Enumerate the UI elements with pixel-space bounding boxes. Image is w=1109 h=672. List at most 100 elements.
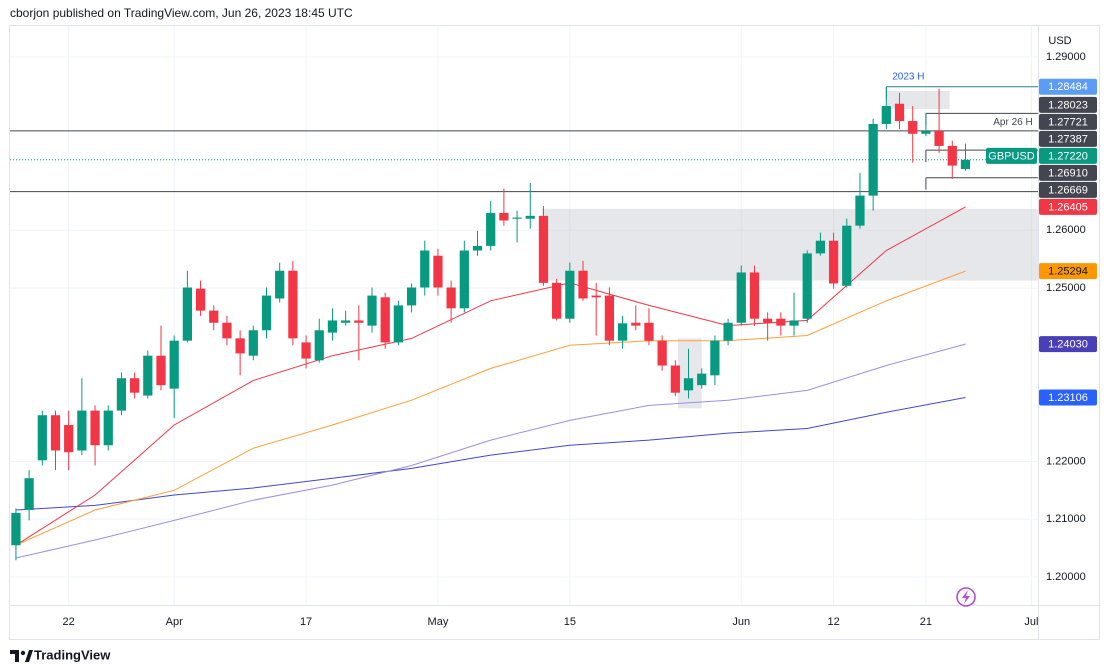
moving-average [15, 270, 966, 546]
candle-body [617, 323, 628, 341]
price-label: 1.26910 [1048, 167, 1088, 179]
candle-body [459, 250, 469, 309]
candle-body [156, 355, 166, 386]
candle-body [380, 297, 390, 343]
price-label-box [1039, 130, 1097, 147]
candle-body [749, 272, 760, 319]
candle-body [723, 322, 733, 341]
candle-body [103, 410, 113, 446]
candle-body [908, 121, 918, 134]
price-label-box [1039, 164, 1097, 181]
candle-body [565, 270, 575, 319]
header: cborjon published on TradingView.com, Ju… [10, 6, 353, 20]
candle-body [538, 215, 549, 283]
candle-body [525, 215, 535, 219]
candle-body [37, 415, 47, 461]
candle-body [512, 217, 522, 219]
price-label: 1.26669 [1048, 184, 1088, 196]
x-tick-label: 12 [827, 616, 839, 628]
candle-body [222, 322, 232, 339]
candle-body [842, 225, 852, 286]
level-label: Apr 26 H [993, 117, 1032, 128]
price-label-box [1039, 96, 1097, 113]
y-tick-label: 1.20000 [1046, 571, 1086, 583]
candle-body [367, 295, 377, 326]
candle-body [195, 288, 206, 311]
candle-body [921, 130, 931, 134]
y-tick-label: 1.26000 [1046, 224, 1086, 236]
candle-body [261, 295, 272, 331]
symbol-label: GBPUSD [988, 150, 1035, 162]
price-label: 1.27721 [1048, 116, 1088, 128]
candle-body [604, 295, 615, 341]
level-label: 2023 H [892, 71, 924, 82]
candle-body [644, 322, 654, 341]
candle-body [855, 195, 865, 226]
price-label: 1.26405 [1048, 201, 1088, 213]
candle-body [802, 253, 812, 319]
footer-brand: TradingView [34, 647, 111, 662]
price-label-box [1039, 198, 1097, 215]
zone [677, 338, 702, 409]
candle-body [130, 378, 140, 393]
price-label-box [1039, 263, 1097, 280]
candle-body [288, 270, 298, 339]
candle-body [815, 240, 826, 254]
moving-average [15, 343, 966, 559]
candle-body [327, 320, 338, 333]
price-label: 1.27220 [1048, 150, 1088, 162]
candle-body [169, 340, 179, 389]
candle-body [420, 250, 430, 288]
x-tick-label: Jun [732, 616, 750, 628]
x-tick-label: May [428, 616, 449, 628]
candle-body [697, 373, 707, 386]
candle-body [591, 295, 601, 298]
footer-logo [10, 650, 33, 662]
flash-icon [956, 587, 976, 607]
y-tick-label: 1.29000 [1046, 51, 1086, 63]
y-tick-label: 1.22000 [1046, 455, 1086, 467]
candle-body [552, 282, 562, 319]
price-label: 1.27387 [1048, 133, 1088, 145]
candle-body [393, 305, 404, 343]
moving-average [15, 397, 966, 511]
y-unit: USD [1048, 35, 1071, 47]
candle-body [736, 272, 746, 323]
plot-area: 2023 H Apr 26 H [10, 26, 1038, 605]
candle-body [683, 378, 694, 391]
candle-body [960, 159, 971, 170]
candle-body [934, 130, 944, 146]
candle-body [11, 512, 21, 546]
candle-body [472, 245, 483, 251]
candle-body [209, 310, 219, 323]
candle-body [763, 318, 773, 323]
candle-body [248, 330, 258, 356]
candle-body [868, 123, 878, 196]
price-label: 1.28484 [1048, 81, 1088, 93]
candle-body [789, 320, 799, 326]
zone [542, 208, 1038, 281]
candle-body [301, 342, 311, 359]
price-label-box [1039, 147, 1097, 164]
candle-body [657, 340, 667, 366]
price-label: 1.23106 [1048, 392, 1088, 404]
price-label: 1.25294 [1048, 265, 1088, 277]
candle-body [50, 415, 61, 451]
candle-body [499, 212, 509, 221]
candle-body [578, 270, 588, 299]
candle-body [314, 330, 324, 361]
candle-body [406, 287, 417, 306]
price-label-box [1039, 113, 1097, 130]
y-tick-label: 1.21000 [1046, 513, 1086, 525]
candle-body [116, 378, 127, 411]
frame [9, 25, 1100, 640]
x-tick-label: 15 [564, 616, 576, 628]
candle-body [670, 365, 680, 393]
candle-body [631, 322, 641, 326]
x-tick-label: Apr [166, 616, 183, 628]
candle-body [143, 355, 153, 396]
candle-body [710, 340, 720, 376]
candle-body [235, 338, 245, 354]
candle-body [776, 318, 786, 326]
